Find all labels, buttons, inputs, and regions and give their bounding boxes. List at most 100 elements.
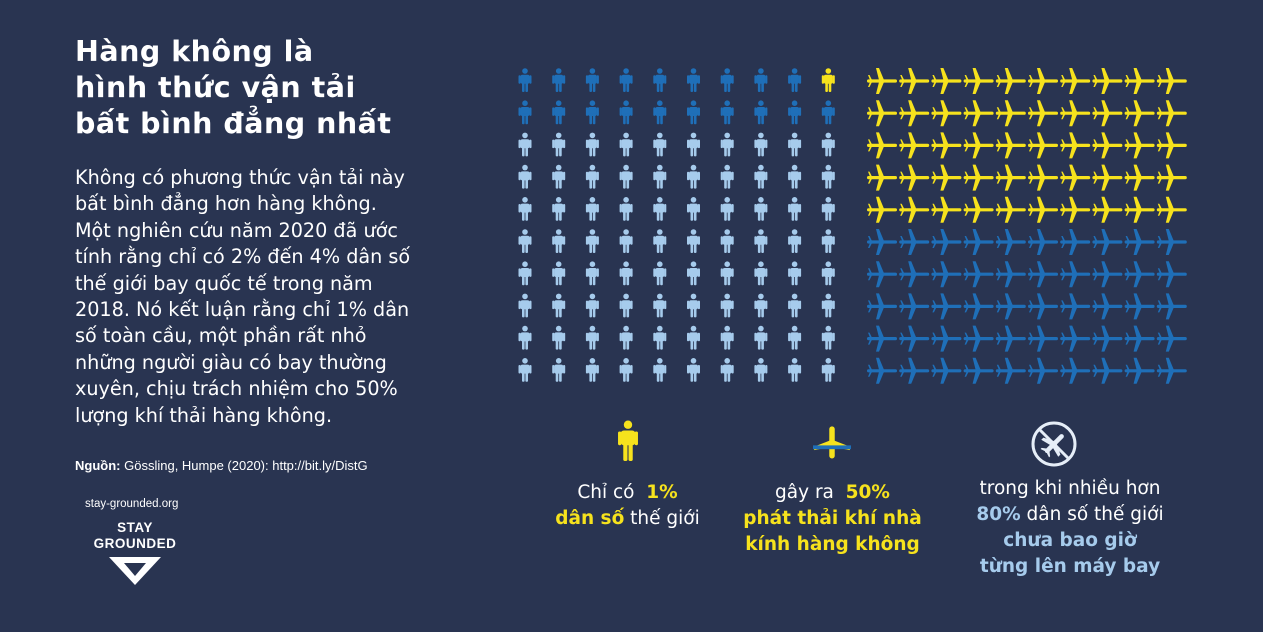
person-icon bbox=[585, 132, 599, 157]
person-icon bbox=[788, 358, 802, 382]
logo-word-stay: STAY bbox=[117, 520, 153, 535]
plane-icon bbox=[1028, 293, 1058, 320]
caption-text: Chỉ có bbox=[577, 482, 635, 503]
plane-icon bbox=[899, 357, 930, 384]
plane-icon bbox=[1060, 68, 1091, 94]
person-icon bbox=[619, 293, 633, 318]
person-icon bbox=[653, 229, 667, 253]
plane-icon bbox=[1060, 325, 1091, 352]
no-flight-icon bbox=[1031, 421, 1077, 467]
person-icon bbox=[552, 293, 566, 318]
plane-icon bbox=[995, 164, 1026, 191]
plane-icon bbox=[1092, 100, 1123, 127]
plane-icon bbox=[899, 132, 930, 159]
plane-icon bbox=[1124, 132, 1155, 159]
person-icon bbox=[585, 325, 599, 350]
body-line: số toàn cầu, một phần rất nhỏ bbox=[75, 324, 367, 348]
person-icon bbox=[687, 100, 700, 125]
person-icon bbox=[585, 164, 599, 189]
plane-icon bbox=[899, 325, 930, 352]
plane-icon bbox=[995, 325, 1026, 352]
plane-icon bbox=[813, 426, 851, 459]
person-icon bbox=[585, 100, 599, 125]
person-icon bbox=[821, 68, 835, 92]
person-icon bbox=[653, 100, 667, 125]
plane-icon bbox=[1092, 261, 1123, 288]
plane-icon bbox=[931, 325, 962, 352]
person-icon bbox=[619, 68, 633, 92]
person-icon bbox=[687, 229, 700, 253]
person-icon bbox=[821, 261, 835, 286]
person-icon bbox=[518, 100, 532, 125]
person-icon bbox=[754, 68, 768, 92]
title-line: Hàng không là bbox=[75, 35, 314, 68]
caption-highlight: chưa bao giờ bbox=[1003, 530, 1137, 551]
person-icon bbox=[619, 197, 633, 221]
plane-icon bbox=[867, 325, 897, 352]
body-line: tính rằng chỉ có 2% đến 4% dân số bbox=[75, 245, 411, 269]
plane-icon bbox=[1028, 229, 1058, 255]
person-icon bbox=[754, 197, 768, 221]
person-icon bbox=[653, 68, 667, 92]
plane-icon bbox=[1124, 68, 1155, 94]
person-icon bbox=[788, 325, 802, 350]
plane-icon bbox=[963, 100, 994, 127]
person-icon bbox=[518, 358, 532, 382]
plane-icon bbox=[867, 132, 897, 159]
source-label: Nguồn: bbox=[75, 458, 121, 473]
plane-icon bbox=[963, 196, 994, 223]
plane-icon bbox=[1124, 229, 1155, 255]
caption-highlight: kính hàng không bbox=[745, 534, 920, 555]
person-icon bbox=[619, 325, 633, 350]
person-icon bbox=[720, 358, 734, 382]
plane-icon bbox=[1156, 229, 1187, 255]
body-paragraph: Không có phương thức vận tải này bất bìn… bbox=[75, 165, 475, 429]
person-icon bbox=[687, 164, 700, 189]
title-line: bất bình đẳng nhất bbox=[75, 107, 392, 140]
person-icon bbox=[720, 164, 734, 189]
body-line: Không có phương thức vận tải này bbox=[75, 166, 405, 189]
plane-icon bbox=[1156, 293, 1187, 320]
plane-icon bbox=[931, 68, 962, 94]
person-icon bbox=[618, 420, 638, 461]
person-icon bbox=[754, 229, 768, 253]
person-icon bbox=[821, 325, 835, 350]
plane-icon bbox=[867, 357, 897, 384]
person-icon bbox=[552, 68, 566, 92]
person-icon bbox=[687, 358, 700, 382]
plane-icon bbox=[1060, 357, 1091, 384]
person-icon bbox=[585, 293, 599, 318]
plane-icon bbox=[1092, 132, 1123, 159]
plane-icon bbox=[1156, 261, 1187, 288]
plane-icon bbox=[963, 229, 994, 255]
person-icon bbox=[788, 100, 802, 125]
plane-icon bbox=[931, 261, 962, 288]
plane-icon bbox=[931, 293, 962, 320]
person-icon bbox=[619, 132, 633, 157]
caption-highlight: từng lên máy bay bbox=[979, 556, 1161, 577]
person-icon bbox=[619, 164, 633, 189]
person-icon bbox=[788, 164, 802, 189]
caption-highlight: dân số bbox=[555, 508, 625, 529]
plane-icon bbox=[1124, 196, 1155, 223]
plane-icon bbox=[1156, 196, 1187, 223]
person-icon bbox=[754, 132, 768, 157]
person-icon bbox=[552, 229, 566, 253]
plane-icon bbox=[963, 325, 994, 352]
person-icon bbox=[754, 325, 768, 350]
plane-icon bbox=[963, 293, 994, 320]
person-icon bbox=[518, 68, 532, 92]
plane-icon bbox=[1028, 164, 1058, 191]
plane-icon bbox=[995, 229, 1026, 255]
plane-icon bbox=[1028, 325, 1058, 352]
person-icon bbox=[720, 325, 734, 350]
plane-icon bbox=[963, 357, 994, 384]
person-icon bbox=[788, 261, 802, 286]
person-icon bbox=[653, 293, 667, 318]
caption-fifty-percent: gây ra 50% phát thải khí nhà kính hàng k… bbox=[715, 480, 950, 558]
person-icon bbox=[585, 68, 599, 92]
person-icon bbox=[552, 325, 566, 350]
source-citation: Nguồn: Gössling, Humpe (2020): http://bi… bbox=[75, 458, 368, 473]
person-icon bbox=[821, 358, 835, 382]
plane-icon bbox=[931, 164, 962, 191]
